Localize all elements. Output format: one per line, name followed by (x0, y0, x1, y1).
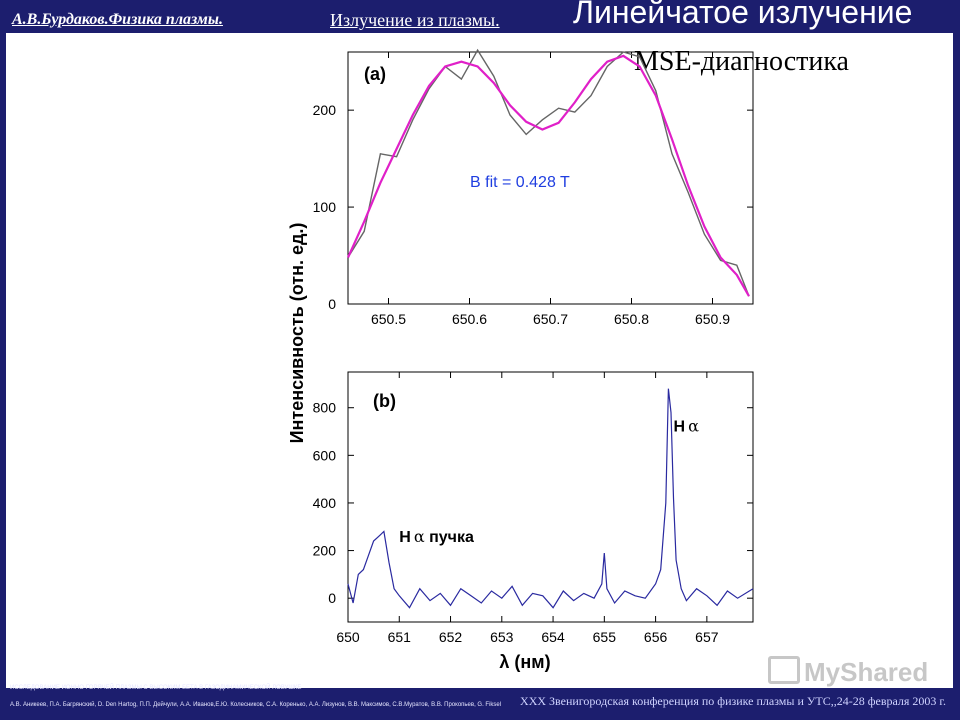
panel-b-x-tick-label: 655 (593, 629, 617, 645)
footer-report-title: ИССЛЕДОВАНИЕ ИОННО-ГОРЯЧЕЙ ПЛАЗМЫ С ВЫСО… (10, 685, 302, 691)
author-title: А.В.Бурдаков.Физика плазмы. (12, 11, 223, 28)
panel-b-x-tick-label: 657 (695, 629, 719, 645)
panel-b-y-tick-label: 600 (313, 447, 337, 463)
y-axis-label: Интенсивность (отн. ед.) (287, 223, 307, 444)
watermark-text: MyShared (804, 657, 929, 687)
panel-a-measured-line (347, 48, 750, 297)
panel-b-x-tick-label: 653 (490, 629, 514, 645)
right-border (953, 33, 960, 688)
left-border (0, 33, 6, 688)
panel-b-y-tick-label: 0 (328, 590, 336, 606)
panel-b-y-tick-label: 200 (313, 543, 337, 559)
panel-b-label: (b) (373, 391, 396, 411)
panel-b-x-tick-label: 654 (541, 629, 565, 645)
panel-a-x-tick-label: 650.6 (452, 311, 487, 327)
x-axis-label: λ (нм) (499, 652, 550, 672)
panel-b-x-tick-label: 656 (644, 629, 668, 645)
panel-a-x-tick-label: 650.5 (371, 311, 406, 327)
panel-b-frame (347, 371, 754, 623)
panel-b-x-tick-label: 650 (336, 629, 360, 645)
panel-b-x-tick-label: 651 (388, 629, 412, 645)
watermark: MyShared (768, 656, 928, 688)
panel-a-y-tick-label: 100 (313, 199, 337, 215)
panel-a-y-tick-label: 200 (313, 102, 337, 118)
slide-subtitle: MSE-диагностика (634, 46, 849, 77)
footer-bar (0, 688, 960, 720)
slide-title: Линейчатое излучение (573, 0, 913, 30)
panel-a-y-tick-label: 0 (328, 296, 336, 312)
panel-b-y-tick-label: 800 (313, 400, 337, 416)
panel-b-spectrum-line (347, 388, 754, 609)
watermark-logo-icon (768, 656, 800, 684)
header-bar: А.В.Бурдаков.Физика плазмы. Излучение из… (0, 0, 960, 33)
panel-a-x-tick-label: 650.7 (533, 311, 568, 327)
section-title: Излучение из плазмы. (330, 10, 500, 30)
footer-authors: А.В. Аникеев, П.А. Багрянский, D. Den Ha… (10, 702, 502, 708)
panel-a-label: (a) (364, 64, 386, 84)
panel-a-fit-line (346, 54, 750, 297)
panel-a-x-tick-label: 650.8 (614, 311, 649, 327)
panel-b-y-tick-label: 400 (313, 495, 337, 511)
panel-a-x-tick-label: 650.9 (695, 311, 730, 327)
footer-conference: XXX Звенигородская конференция по физике… (520, 694, 946, 708)
panel-b-x-tick-label: 652 (439, 629, 463, 645)
panel-a-annotation: B fit = 0.428 T (470, 174, 570, 191)
